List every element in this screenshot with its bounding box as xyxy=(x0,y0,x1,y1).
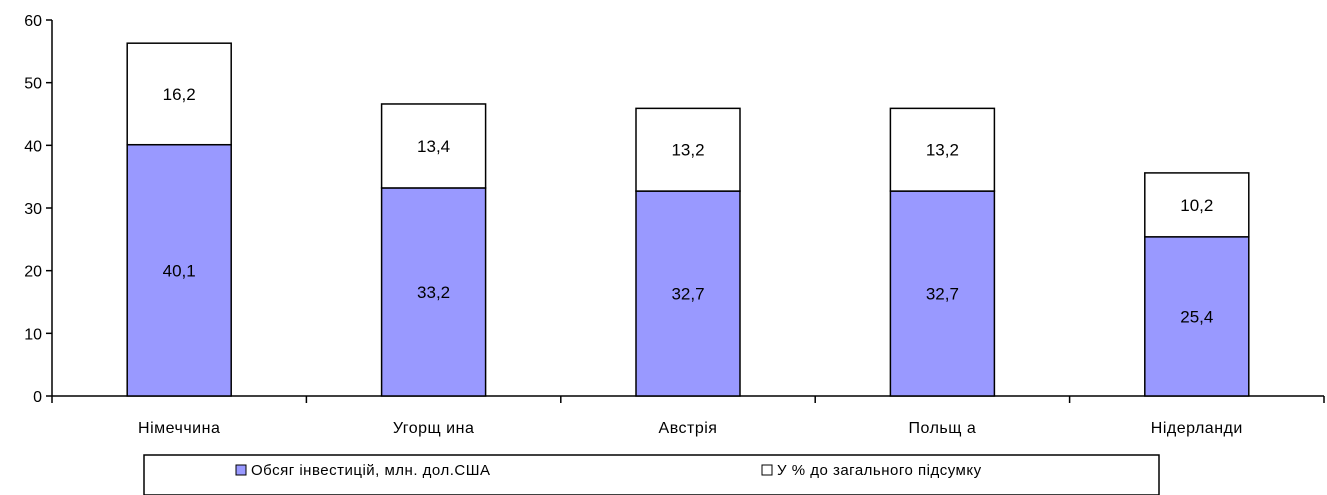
y-tick-label: 50 xyxy=(24,76,42,93)
data-labels: 40,1 16,2 33,2 13,4 32,7 13,2 32,7 13,2 25,4 10,2 xyxy=(163,85,1214,326)
legend-box xyxy=(143,454,1160,495)
x-axis: Німеччина Угорщ ина Австрія Польщ а Нідерлан… xyxy=(51,395,1325,437)
bar-segment-percent xyxy=(380,103,487,189)
data-label-investment: 32,7 xyxy=(926,285,959,304)
y-tick-label: 20 xyxy=(24,264,42,281)
bar-segment-percent xyxy=(126,42,232,146)
legend-swatch-investment xyxy=(235,464,247,476)
y-tick-label: 10 xyxy=(24,326,42,343)
data-label-investment: 32,7 xyxy=(671,285,704,304)
category-label: Угорщ ина xyxy=(393,420,475,437)
bar-segment-investment xyxy=(1144,236,1250,397)
bar-segment-percent xyxy=(635,107,741,192)
bar-segment-investment xyxy=(126,143,232,397)
data-label-percent: 13,2 xyxy=(671,141,704,160)
data-label-investment: 33,2 xyxy=(417,283,450,302)
bar-segment-investment xyxy=(380,187,487,397)
data-label-percent: 16,2 xyxy=(163,85,196,104)
category-label: Австрія xyxy=(659,420,718,437)
category-label: Німеччина xyxy=(138,420,220,437)
data-label-investment: 25,4 xyxy=(1180,307,1213,326)
data-label-investment: 40,1 xyxy=(163,261,196,280)
bar-segment-percent xyxy=(889,107,996,192)
y-tick-label: 40 xyxy=(24,138,42,155)
bar-segment-investment xyxy=(635,190,741,397)
legend-label-percent: У % до загального підсумку xyxy=(777,462,982,479)
bars xyxy=(126,42,1250,397)
y-tick-label: 30 xyxy=(24,201,42,218)
legend-label-investment: Обсяг інвестицій, млн. дол.США xyxy=(251,462,490,479)
y-tick-label: 60 xyxy=(24,13,42,30)
data-label-percent: 10,2 xyxy=(1180,196,1213,215)
y-tick-label: 0 xyxy=(33,389,42,406)
legend-swatch-percent xyxy=(761,464,773,476)
data-label-percent: 13,2 xyxy=(926,141,959,160)
data-label-percent: 13,4 xyxy=(417,137,450,156)
legend: Обсяг інвестицій, млн. дол.США У % до за… xyxy=(143,454,1160,495)
y-axis: 0 10 20 30 40 50 60 xyxy=(24,13,53,406)
bar-segment-percent xyxy=(1144,172,1250,238)
category-label: Нідерланди xyxy=(1151,420,1243,437)
category-label: Польщ а xyxy=(909,420,977,437)
